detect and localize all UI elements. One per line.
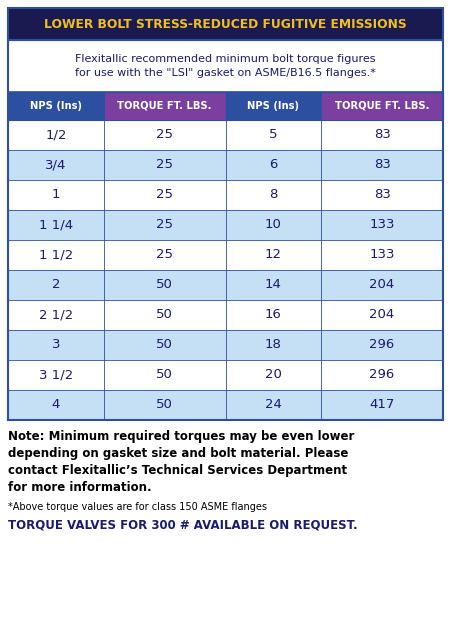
Text: 12: 12 <box>265 249 282 261</box>
Text: NPS (Ins): NPS (Ins) <box>247 101 299 111</box>
Text: 3/4: 3/4 <box>45 158 67 171</box>
Text: 25: 25 <box>156 219 173 232</box>
Bar <box>8 40 443 92</box>
Text: 25: 25 <box>156 129 173 141</box>
Text: 14: 14 <box>265 278 282 291</box>
Text: 2: 2 <box>51 278 60 291</box>
Text: 8: 8 <box>269 188 277 202</box>
Text: depending on gasket size and bolt material. Please: depending on gasket size and bolt materi… <box>8 447 348 460</box>
Bar <box>8 120 443 150</box>
Text: TORQUE FT. LBS.: TORQUE FT. LBS. <box>117 101 212 111</box>
Text: 16: 16 <box>265 308 282 322</box>
Bar <box>8 240 443 270</box>
Text: 6: 6 <box>269 158 277 171</box>
Text: 3 1/2: 3 1/2 <box>39 369 73 381</box>
Text: 83: 83 <box>374 158 391 171</box>
Text: 1: 1 <box>51 188 60 202</box>
Text: 204: 204 <box>369 278 395 291</box>
Text: 1 1/4: 1 1/4 <box>39 219 73 232</box>
Bar <box>8 92 104 120</box>
Text: 133: 133 <box>369 249 395 261</box>
Text: 25: 25 <box>156 249 173 261</box>
Bar <box>8 360 443 390</box>
Bar <box>8 270 443 300</box>
Text: 50: 50 <box>156 278 173 291</box>
Text: 1/2: 1/2 <box>45 129 67 141</box>
Text: 296: 296 <box>369 338 395 352</box>
Bar <box>8 210 443 240</box>
Text: 50: 50 <box>156 399 173 411</box>
Text: TORQUE VALVES FOR 300 # AVAILABLE ON REQUEST.: TORQUE VALVES FOR 300 # AVAILABLE ON REQ… <box>8 518 358 531</box>
Text: contact Flexitallic’s Technical Services Department: contact Flexitallic’s Technical Services… <box>8 464 347 477</box>
Text: 25: 25 <box>156 158 173 171</box>
Text: 24: 24 <box>265 399 282 411</box>
Text: for more information.: for more information. <box>8 481 152 494</box>
Bar <box>8 150 443 180</box>
Text: 5: 5 <box>269 129 278 141</box>
Text: 3: 3 <box>51 338 60 352</box>
Bar <box>226 92 321 120</box>
Text: Flexitallic recommended minimum bolt torque figures
for use with the "LSI" gaske: Flexitallic recommended minimum bolt tor… <box>75 53 376 78</box>
Bar <box>8 180 443 210</box>
Text: 1 1/2: 1 1/2 <box>39 249 73 261</box>
Text: 10: 10 <box>265 219 282 232</box>
Text: 296: 296 <box>369 369 395 381</box>
Text: 4: 4 <box>52 399 60 411</box>
Text: 20: 20 <box>265 369 282 381</box>
Text: NPS (Ins): NPS (Ins) <box>30 101 82 111</box>
Bar <box>8 40 443 420</box>
Bar <box>8 8 443 40</box>
Bar <box>8 300 443 330</box>
Bar <box>104 92 226 120</box>
Bar <box>8 330 443 360</box>
Bar <box>321 92 443 120</box>
Text: 204: 204 <box>369 308 395 322</box>
Text: 2 1/2: 2 1/2 <box>39 308 73 322</box>
Text: 133: 133 <box>369 219 395 232</box>
Text: 50: 50 <box>156 338 173 352</box>
Text: LOWER BOLT STRESS-REDUCED FUGITIVE EMISSIONS: LOWER BOLT STRESS-REDUCED FUGITIVE EMISS… <box>44 18 407 31</box>
Text: Note: Minimum required torques may be even lower: Note: Minimum required torques may be ev… <box>8 430 354 443</box>
Text: 50: 50 <box>156 308 173 322</box>
Bar <box>8 390 443 420</box>
Text: 25: 25 <box>156 188 173 202</box>
Text: 83: 83 <box>374 129 391 141</box>
Text: 50: 50 <box>156 369 173 381</box>
Text: TORQUE FT. LBS.: TORQUE FT. LBS. <box>335 101 429 111</box>
Bar <box>8 8 443 40</box>
Text: 417: 417 <box>369 399 395 411</box>
Text: *Above torque values are for class 150 ASME flanges: *Above torque values are for class 150 A… <box>8 502 267 512</box>
Text: 18: 18 <box>265 338 282 352</box>
Text: 83: 83 <box>374 188 391 202</box>
